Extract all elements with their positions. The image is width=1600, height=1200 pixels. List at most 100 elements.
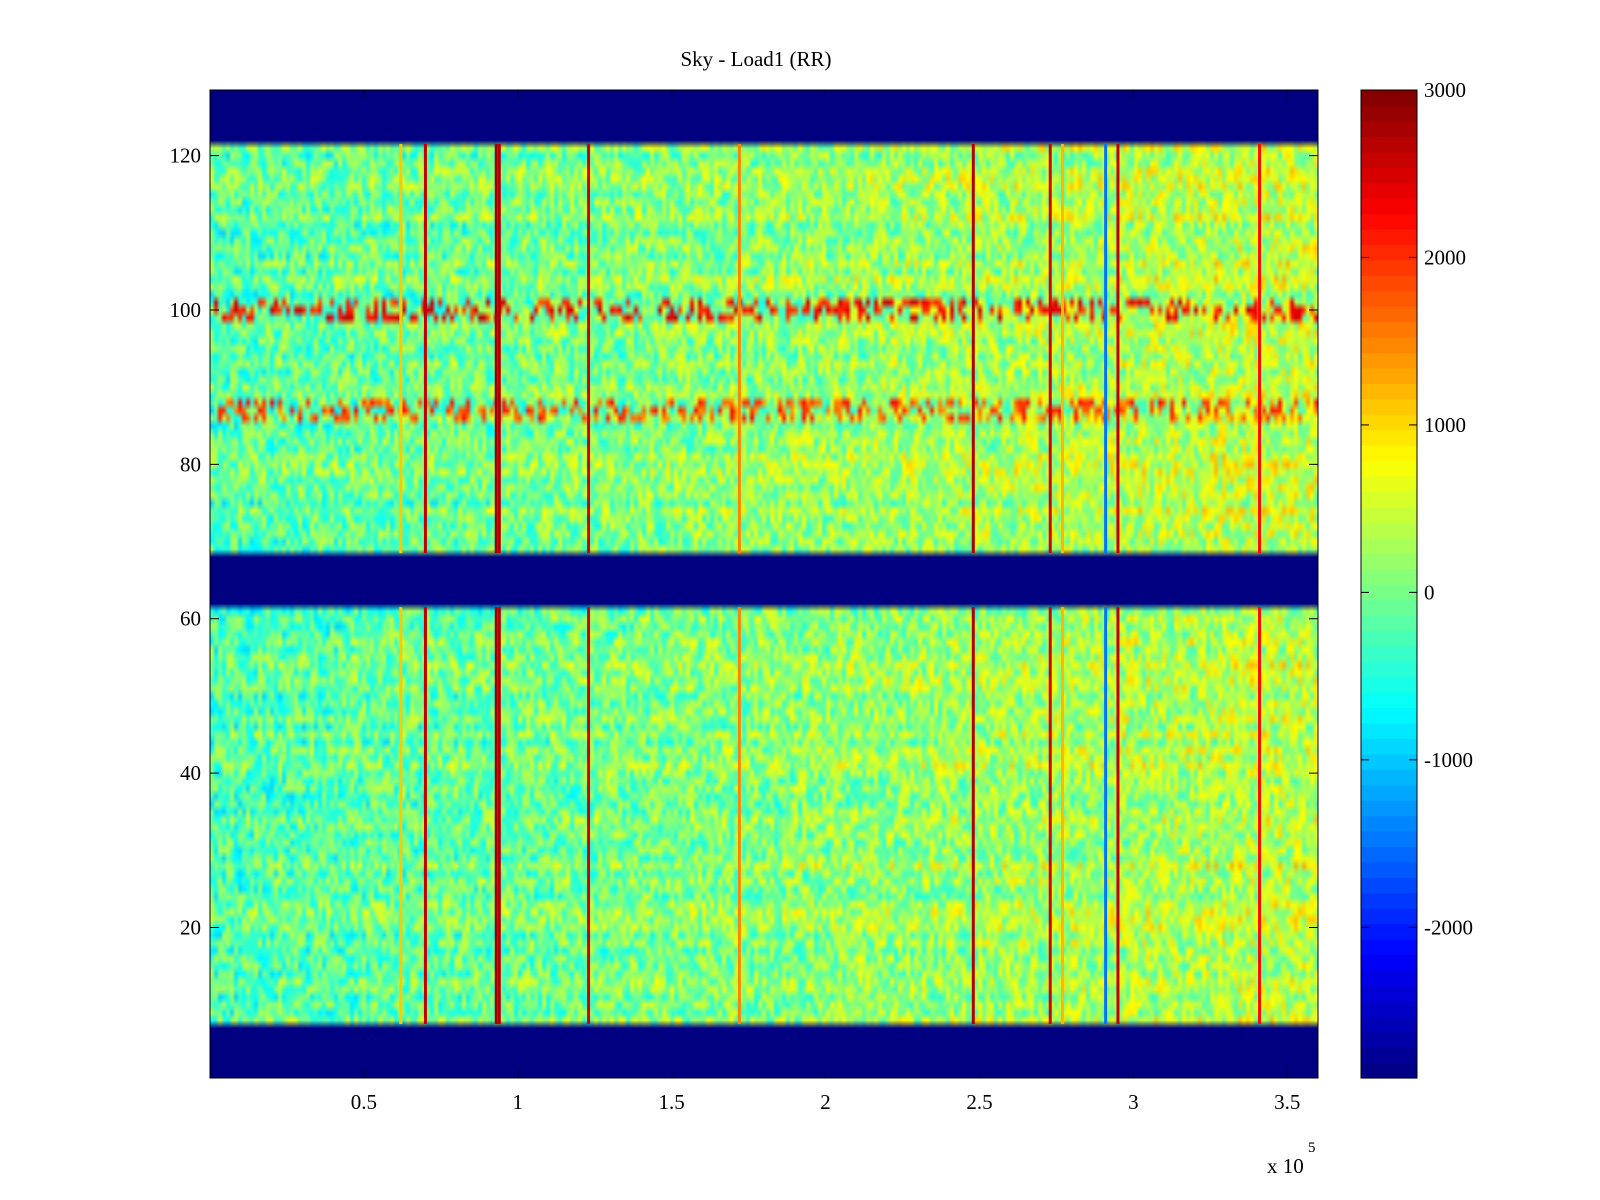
rfi-line-4 <box>587 607 591 1024</box>
x-axis-multiplier: x 10 5 <box>1267 1140 1316 1178</box>
rfi-line-0 <box>399 607 403 1024</box>
y-tick-label-2: 60 <box>180 607 201 631</box>
colorbar-segment <box>1361 1031 1417 1048</box>
rfi-line-2 <box>494 607 498 1024</box>
rfi-line-5 <box>737 144 741 554</box>
rfi-line-6 <box>971 607 975 1024</box>
colorbar-segment <box>1361 784 1417 801</box>
colorbar-segment <box>1361 630 1417 647</box>
colorbar-segment <box>1361 614 1417 631</box>
colorbar-segment <box>1361 831 1417 848</box>
colorbar-segment <box>1361 475 1417 492</box>
colorbar-segment <box>1361 182 1417 199</box>
rfi-line-11 <box>1258 144 1262 554</box>
colorbar-segment <box>1361 228 1417 245</box>
y-tick-label-5: 120 <box>170 144 202 168</box>
x-axis-multiplier-exponent: 5 <box>1308 1140 1316 1156</box>
colorbar-segment <box>1361 151 1417 168</box>
colorbar-segment <box>1361 553 1417 570</box>
colorbar-segment <box>1361 923 1417 940</box>
colorbar-segment <box>1361 707 1417 724</box>
colorbar-segment <box>1361 676 1417 693</box>
rfi-line-11 <box>1258 607 1262 1024</box>
y-tick-label-4: 100 <box>170 298 202 322</box>
colorbar-tick-label-1: -1000 <box>1424 748 1473 772</box>
colorbar-segment <box>1361 892 1417 909</box>
rfi-line-6 <box>971 144 975 554</box>
x-tick-label-4: 2.5 <box>966 1090 992 1114</box>
colorbar-segment <box>1361 939 1417 956</box>
heatmap-plot-area <box>210 90 1318 1078</box>
colorbar-segment <box>1361 522 1417 539</box>
rfi-line-10 <box>1116 607 1120 1024</box>
colorbar-tick-label-3: 1000 <box>1424 413 1466 437</box>
colorbar-segment <box>1361 908 1417 925</box>
colorbar-frame <box>1360 89 1418 1079</box>
y-tick-label-3: 80 <box>180 452 201 476</box>
colorbar-segment <box>1361 337 1417 354</box>
colorbar-tick-label-2: 0 <box>1424 580 1435 604</box>
colorbar-segment <box>1361 861 1417 878</box>
y-tick-label-0: 20 <box>180 915 201 939</box>
colorbar-segment <box>1361 367 1417 384</box>
colorbar-axis: -2000 -1000 0 1000 2000 3000 <box>1361 78 1473 939</box>
colorbar-segment <box>1361 460 1417 477</box>
colorbar-segment <box>1361 352 1417 369</box>
colorbar-segment <box>1361 800 1417 817</box>
rfi-line-3 <box>497 607 501 1024</box>
colorbar-segment <box>1361 877 1417 894</box>
rfi-line-2 <box>494 144 498 554</box>
colorbar-segment <box>1361 985 1417 1002</box>
y-tick-label-1: 40 <box>180 761 201 785</box>
colorbar-segment <box>1361 167 1417 184</box>
colorbar-segment <box>1361 584 1417 601</box>
colorbar-segment <box>1361 645 1417 662</box>
colorbar-segment <box>1361 692 1417 709</box>
rfi-line-7 <box>1048 607 1052 1024</box>
colorbar-segment <box>1361 414 1417 431</box>
colorbar-segment <box>1361 136 1417 153</box>
colorbar-segment <box>1361 954 1417 971</box>
colorbar-segment <box>1361 213 1417 230</box>
colorbar-segment <box>1361 599 1417 616</box>
rfi-line-9 <box>1104 607 1108 1024</box>
colorbar-segment <box>1361 537 1417 554</box>
rfi-line-8 <box>1061 144 1065 554</box>
colorbar-segment <box>1361 429 1417 446</box>
rfi-line-9 <box>1104 144 1108 554</box>
rfi-line-10 <box>1116 144 1120 554</box>
y-axis: 20 40 60 80 100 120 <box>170 144 1318 939</box>
colorbar-segment <box>1361 383 1417 400</box>
colorbar-segment <box>1361 321 1417 338</box>
x-axis: 0.5 1 1.5 2 2.5 3 3.5 <box>351 90 1300 1114</box>
colorbar-segment <box>1361 398 1417 415</box>
x-tick-label-0: 0.5 <box>351 1090 377 1114</box>
colorbar-segment <box>1361 90 1417 107</box>
colorbar-segment <box>1361 1016 1417 1033</box>
colorbar-segment <box>1361 1062 1417 1079</box>
heatmap-image <box>210 90 1318 1078</box>
colorbar-segment <box>1361 105 1417 122</box>
colorbar-segment <box>1361 198 1417 215</box>
colorbar-segment <box>1361 722 1417 739</box>
colorbar-segment <box>1361 738 1417 755</box>
colorbar-segment <box>1361 290 1417 307</box>
colorbar-segment <box>1361 846 1417 863</box>
colorbar-segment <box>1361 815 1417 832</box>
colorbar-segment <box>1361 661 1417 678</box>
x-axis-multiplier-base: x 10 <box>1267 1154 1304 1178</box>
rfi-line-4 <box>587 144 591 554</box>
rfi-line-3 <box>497 144 501 554</box>
colorbar-segment <box>1361 969 1417 986</box>
rfi-line-8 <box>1061 607 1065 1024</box>
x-tick-label-2: 1.5 <box>659 1090 685 1114</box>
colorbar-segment <box>1361 259 1417 276</box>
colorbar-tick-label-5: 3000 <box>1424 78 1466 102</box>
colorbar-segment <box>1361 568 1417 585</box>
colorbar-tick-label-4: 2000 <box>1424 245 1466 269</box>
colorbar-segment <box>1361 491 1417 508</box>
colorbar-segment <box>1361 306 1417 323</box>
colorbar-segment <box>1361 753 1417 770</box>
rfi-line-5 <box>737 607 741 1024</box>
